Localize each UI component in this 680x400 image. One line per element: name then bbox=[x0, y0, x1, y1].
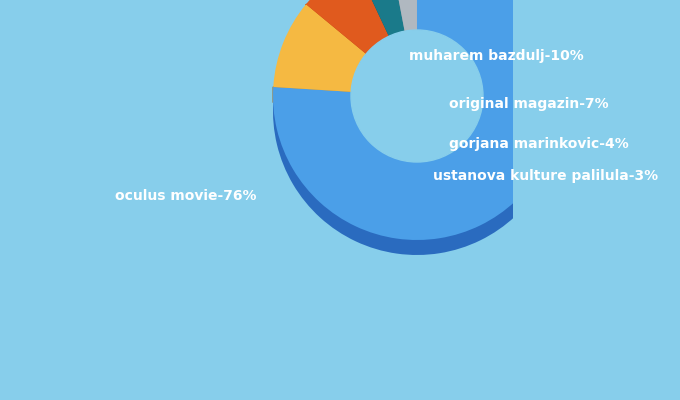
Wedge shape bbox=[390, 0, 417, 46]
Text: gorjana marinkovic-4%: gorjana marinkovic-4% bbox=[449, 137, 629, 151]
Wedge shape bbox=[306, 0, 389, 54]
Wedge shape bbox=[390, 0, 417, 31]
Text: muharem bazdulj-10%: muharem bazdulj-10% bbox=[409, 49, 583, 63]
Polygon shape bbox=[390, 0, 405, 46]
Wedge shape bbox=[351, 40, 483, 172]
Circle shape bbox=[351, 30, 483, 162]
Text: oculus movie-76%: oculus movie-76% bbox=[116, 189, 257, 203]
Wedge shape bbox=[273, 19, 366, 107]
Wedge shape bbox=[306, 0, 389, 69]
Wedge shape bbox=[356, 0, 405, 51]
Wedge shape bbox=[356, 0, 405, 36]
Polygon shape bbox=[390, 0, 405, 46]
Polygon shape bbox=[306, 4, 366, 69]
Wedge shape bbox=[273, 4, 366, 92]
Polygon shape bbox=[356, 0, 389, 51]
Polygon shape bbox=[306, 4, 366, 69]
Polygon shape bbox=[273, 87, 351, 107]
Text: original magazin-7%: original magazin-7% bbox=[449, 97, 609, 111]
Polygon shape bbox=[273, 87, 351, 107]
Text: ustanova kulture palilula-3%: ustanova kulture palilula-3% bbox=[433, 169, 658, 183]
Polygon shape bbox=[356, 0, 389, 51]
Wedge shape bbox=[273, 0, 561, 255]
Wedge shape bbox=[273, 0, 561, 240]
